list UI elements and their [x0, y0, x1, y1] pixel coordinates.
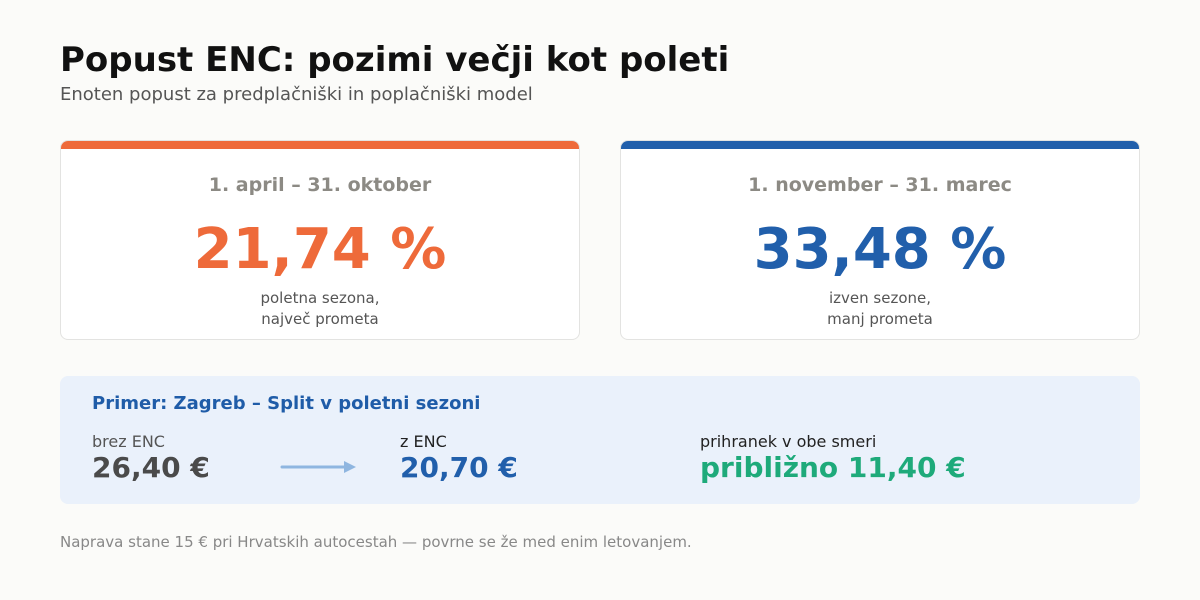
without-enc-value: 26,40 €: [92, 451, 210, 484]
winter-description-line-2: manj prometa: [827, 310, 933, 328]
winter-accent-bar: [621, 141, 1139, 149]
with-enc-value: 20,70 €: [400, 451, 518, 484]
example-panel: Primer: Zagreb – Split v poletni sezoni …: [60, 376, 1140, 504]
savings: prihranek v obe smeri približno 11,40 €: [700, 432, 966, 484]
summer-period: 1. april – 31. oktober: [208, 174, 432, 196]
summer-accent-bar: [61, 141, 579, 149]
winter-description-line-1: izven sezone,: [828, 289, 932, 307]
summer-description-line-2: največ prometa: [261, 310, 379, 328]
example-title: Primer: Zagreb – Split v poletni sezoni: [92, 393, 481, 414]
winter-description: izven sezone, manj prometa: [621, 288, 1139, 330]
with-enc-label: z ENC: [400, 432, 447, 451]
price-without-enc: brez ENC 26,40 €: [92, 432, 210, 484]
winter-period: 1. november – 31. marec: [748, 174, 1012, 196]
price-with-enc: z ENC 20,70 €: [400, 432, 518, 484]
summer-description-line-1: poletna sezona,: [260, 289, 380, 307]
footer-note: Naprava stane 15 € pri Hrvatskih autoces…: [60, 533, 692, 551]
arrow-right-icon: [280, 461, 356, 473]
summer-description: poletna sezona, največ prometa: [61, 288, 579, 330]
savings-value: približno 11,40 €: [700, 451, 966, 484]
winter-discount-value: 33,48 %: [753, 217, 1007, 282]
winter-discount-card: 1. november – 31. marec 33,48 % izven se…: [620, 140, 1140, 340]
summer-discount-value: 21,74 %: [193, 217, 447, 282]
without-enc-label: brez ENC: [92, 432, 165, 451]
savings-label: prihranek v obe smeri: [700, 432, 877, 451]
summer-discount-card: 1. april – 31. oktober 21,74 % poletna s…: [60, 140, 580, 340]
page-subtitle: Enoten popust za predplačniški in poplač…: [60, 84, 533, 105]
page-title: Popust ENC: pozimi večji kot poleti: [60, 40, 730, 80]
